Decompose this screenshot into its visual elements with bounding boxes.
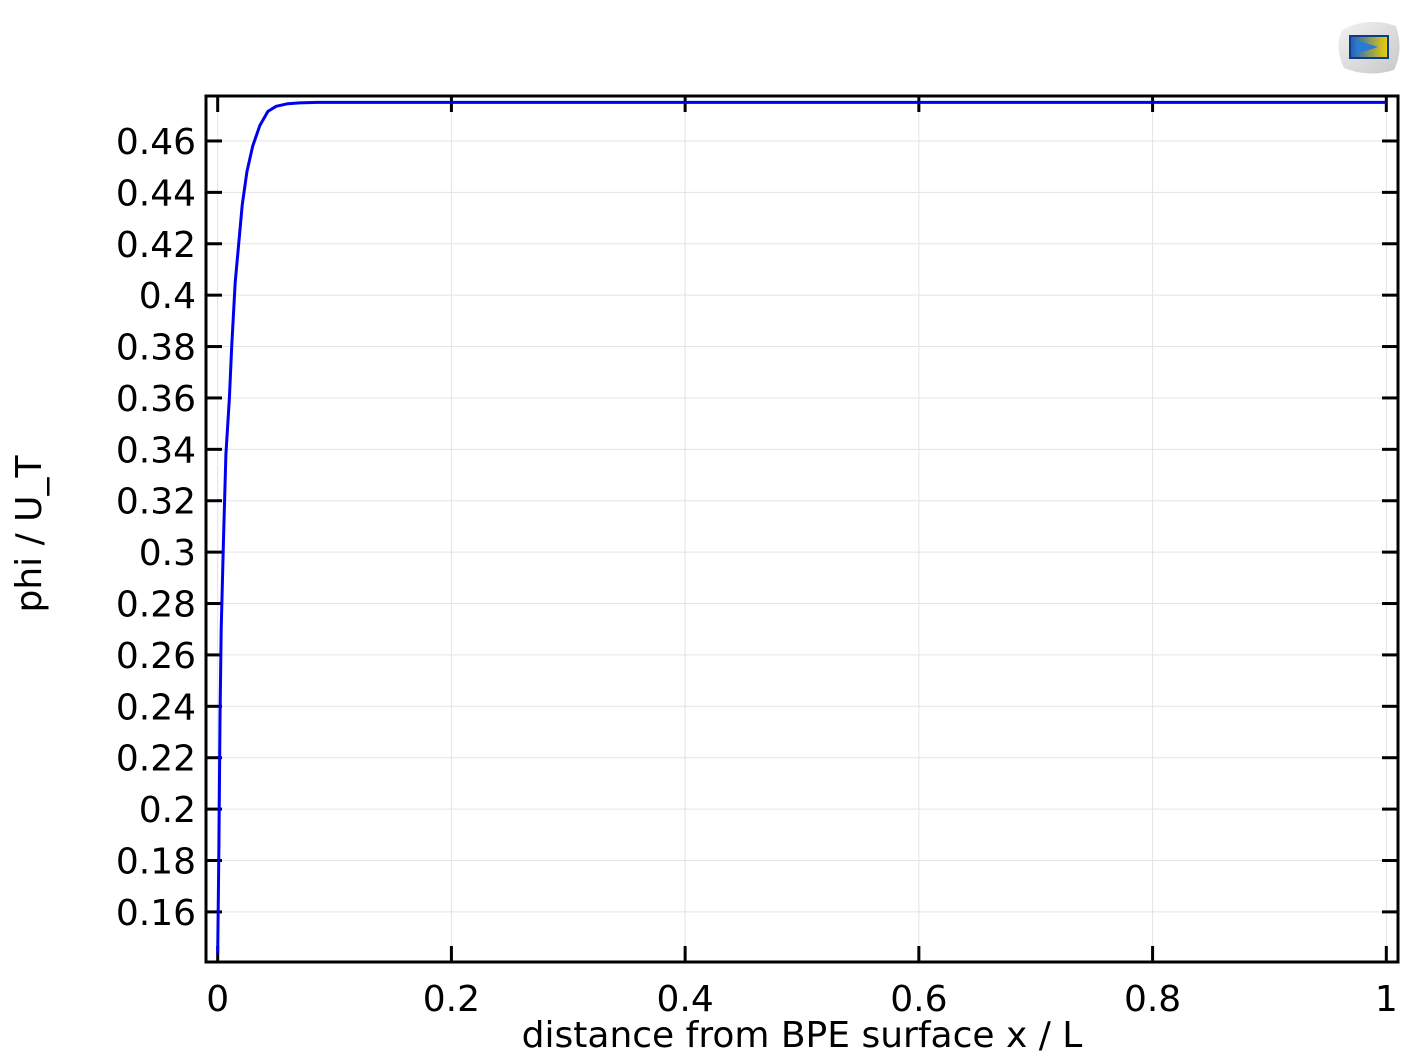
y-tick-labels: 0.16 0.18 0.2 0.22 0.24 0.26 0.28 0.3 0.32 0.34 0.… [116,122,196,934]
series-line [216,100,1387,954]
y-tick-label: 0.4 [139,276,196,317]
y-tick-label: 0.36 [116,379,196,420]
x-tick-label: 0.6 [890,979,947,1020]
plot-frame [204,94,1400,964]
y-tick-label: 0.38 [116,328,196,369]
y-tick-label: 0.3 [139,533,196,574]
series [216,100,1387,954]
x-tick-label: 0.4 [657,979,714,1020]
y-tick-label: 0.2 [139,790,196,831]
y-tick-label: 0.34 [116,430,196,471]
y-tick-label: 0.32 [116,482,196,523]
y-tick-label: 0.28 [116,585,196,626]
x-tick-label: 1 [1375,979,1398,1020]
x-tick-labels: 0 0.2 0.4 0.6 0.8 1 [206,979,1398,1020]
y-tick-label: 0.22 [116,739,196,780]
x-tick-label: 0.8 [1124,979,1181,1020]
y-tick-label: 0.46 [116,122,196,163]
x-tick-label: 0.2 [423,979,480,1020]
y-tick-label: 0.42 [116,225,196,266]
y-tick-label: 0.24 [116,687,196,728]
x-axis-title: distance from BPE surface x / L [522,1015,1083,1056]
y-tick-label: 0.18 [116,841,196,882]
y-axis-title: phi / U_T [9,454,50,612]
grid [206,96,1398,962]
y-tick-label: 0.26 [116,636,196,677]
y-tick-label: 0.16 [116,893,196,934]
app-logo-icon [1338,21,1400,74]
ticks [206,96,1398,962]
y-tick-label: 0.44 [116,173,196,214]
x-tick-label: 0 [206,979,229,1020]
